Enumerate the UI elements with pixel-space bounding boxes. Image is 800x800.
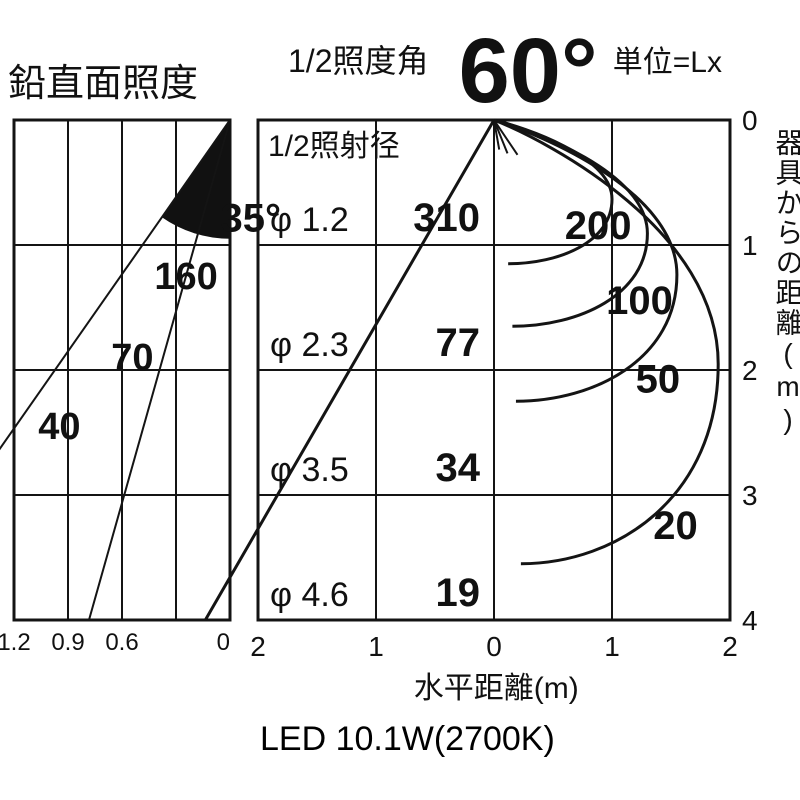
right-ytick: 4: [742, 605, 758, 636]
x-axis-label: 水平距離(m): [414, 672, 579, 705]
left-lux-value: 70: [111, 337, 153, 379]
left-lux-value: 160: [154, 256, 217, 298]
right-ytick: 3: [742, 480, 758, 511]
diagram-svg: 鉛直面照度1.20.90.6035°16070401/2照度角60°単位=Lx1…: [0, 0, 800, 800]
iso-lux-label: 50: [636, 358, 681, 402]
right-xtick: 1: [604, 631, 620, 662]
y-side-label: 器具からの距離(m): [773, 128, 800, 437]
phi-row-label: φ 1.2: [270, 201, 349, 239]
left-title: 鉛直面照度: [8, 63, 198, 105]
iso-lux-label: 20: [653, 504, 698, 548]
center-lux-value: 19: [436, 571, 481, 615]
stage: 鉛直面照度1.20.90.6035°16070401/2照度角60°単位=Lx1…: [0, 0, 800, 800]
right-ytick: 0: [742, 105, 758, 136]
irradiation-diameter-label: 1/2照射径: [268, 130, 400, 163]
right-ytick: 1: [742, 230, 758, 261]
phi-row-label: φ 2.3: [270, 326, 349, 364]
right-xtick: 1: [368, 631, 384, 662]
led-spec-label: LED 10.1W(2700K): [260, 720, 555, 759]
left-xtick: 0.9: [51, 629, 84, 656]
right-xtick: 2: [250, 631, 266, 662]
iso-lux-label: 200: [565, 204, 632, 248]
left-xtick: 1.2: [0, 629, 31, 656]
right-ytick: 2: [742, 355, 758, 386]
center-lux-value: 77: [436, 321, 481, 365]
right-xtick: 0: [486, 631, 502, 662]
phi-row-label: φ 4.6: [270, 576, 349, 614]
center-lux-value: 34: [436, 446, 481, 490]
phi-row-label: φ 3.5: [270, 451, 349, 489]
left-xtick: 0: [217, 629, 230, 656]
left-xtick: 0.6: [105, 629, 138, 656]
right-xtick: 2: [722, 631, 738, 662]
iso-lux-curve: [494, 120, 718, 564]
left-lux-value: 40: [38, 406, 80, 448]
iso-lux-label: 100: [606, 279, 673, 323]
half-angle-prefix: 1/2照度角: [288, 43, 429, 79]
big-angle-label: 60°: [459, 20, 598, 122]
unit-label: 単位=Lx: [613, 46, 722, 79]
center-lux-value: 310: [413, 196, 480, 240]
